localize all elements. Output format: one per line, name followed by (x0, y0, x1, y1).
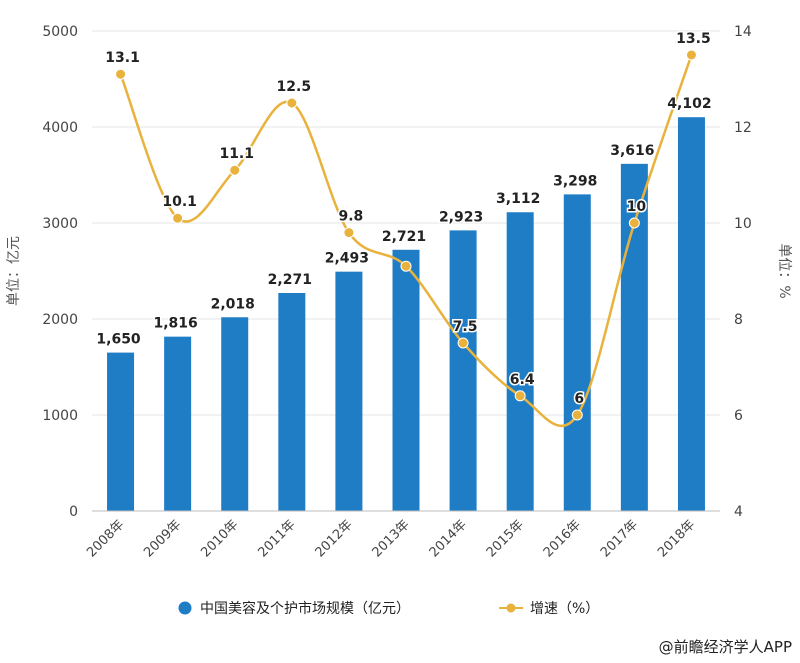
bar (164, 336, 192, 511)
growth-value-label: 7.5 (453, 319, 478, 335)
data-labels: 1,650 1,816 2,018 2,271 2,493 2,721 2,923 3,112… (95, 30, 713, 409)
x-tick-label: 2015年 (484, 517, 527, 560)
bar (335, 271, 363, 511)
y-left-tick-label: 5000 (42, 24, 78, 40)
x-tick-label: 2012年 (313, 517, 356, 560)
y-left-tick-label: 0 (69, 504, 78, 520)
bar-value-label: 2,018 (211, 296, 255, 312)
bar (677, 117, 705, 511)
bar (107, 352, 135, 511)
growth-point (172, 212, 184, 224)
x-tick-label: 2016年 (541, 517, 584, 560)
growth-value-label: 10 (627, 199, 647, 215)
x-tick-label: 2008年 (84, 517, 127, 560)
y-left-tick-label: 2000 (42, 312, 78, 328)
legend-bar-marker (178, 601, 192, 615)
y-left-tick-label: 3000 (42, 216, 78, 232)
x-tick-label: 2011年 (255, 517, 298, 560)
bar-value-label: 2,271 (268, 272, 312, 288)
x-tick-label: 2017年 (598, 517, 641, 560)
bar-value-label: 3,112 (496, 191, 540, 207)
y-left-axis-title: 单位：亿元 (6, 236, 22, 306)
bar-value-label: 2,721 (382, 229, 426, 245)
growth-point (457, 337, 469, 349)
y-right-axis-title: 单位：% (776, 243, 792, 298)
growth-point (685, 49, 697, 61)
y-left-tick-label: 4000 (42, 120, 78, 136)
growth-value-label: 9.8 (339, 209, 364, 225)
growth-point (571, 409, 583, 421)
bar-value-label: 4,102 (667, 96, 711, 112)
legend-line-label: 增速（%） (530, 601, 599, 617)
x-tick-label: 2009年 (141, 517, 184, 560)
bar-value-label: 3,616 (610, 143, 654, 159)
source-label: @前瞻经济学人APP (659, 638, 792, 656)
bar (620, 163, 648, 511)
y-right-tick-label: 8 (734, 312, 743, 328)
bar-value-label: 2,923 (439, 209, 483, 225)
bar-value-label: 1,650 (96, 332, 141, 348)
x-tick-label: 2010年 (198, 517, 241, 560)
bar-value-label: 2,493 (325, 251, 369, 267)
bars (107, 117, 705, 512)
legend: 中国美容及个护市场规模（亿元） 增速（%） (178, 600, 599, 617)
bar-value-label: 3,298 (553, 173, 597, 189)
x-tick-label: 2013年 (370, 517, 413, 560)
bar-value-label: 1,816 (153, 316, 197, 332)
growth-point (286, 97, 298, 109)
bar (278, 292, 306, 511)
growth-point (343, 227, 355, 239)
growth-value-label: 13.1 (105, 50, 140, 66)
x-tick-label: 2014年 (427, 517, 470, 560)
y-right-tick-label: 6 (734, 408, 743, 424)
growth-point (628, 217, 640, 229)
growth-point (514, 390, 526, 402)
growth-value-label: 10.1 (162, 194, 197, 210)
bar (506, 212, 534, 512)
y-right-tick-label: 10 (734, 216, 752, 232)
x-tick-label: 2018年 (655, 517, 698, 560)
bar (563, 194, 591, 511)
bar (392, 249, 420, 511)
growth-line (115, 49, 697, 428)
legend-bar-label: 中国美容及个护市场规模（亿元） (200, 600, 410, 617)
bar (221, 317, 249, 511)
growth-point (400, 260, 412, 272)
y-right-tick-label: 12 (734, 120, 752, 136)
y-left-tick-label: 1000 (42, 408, 78, 424)
growth-value-label: 13.5 (676, 31, 711, 47)
legend-line-dot (506, 603, 516, 613)
growth-point (115, 68, 127, 80)
growth-value-label: 6.4 (510, 372, 535, 388)
growth-value-label: 12.5 (277, 79, 312, 95)
growth-value-label: 6 (574, 391, 584, 407)
bar (449, 230, 477, 511)
y-right-tick-label: 14 (734, 24, 752, 40)
growth-point (229, 164, 241, 176)
growth-value-label: 11.1 (219, 146, 254, 162)
y-right-tick-label: 4 (734, 504, 743, 520)
